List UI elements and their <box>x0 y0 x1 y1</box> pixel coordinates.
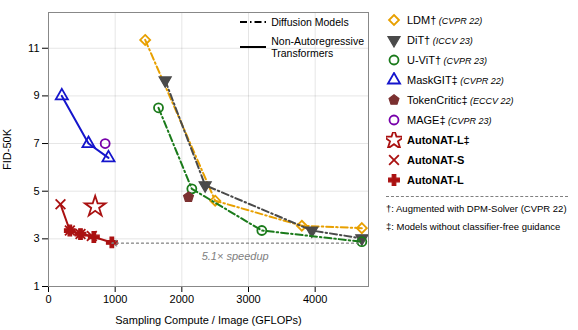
svg-text:3000: 3000 <box>236 293 260 305</box>
html-text:AutoNAT-S: AutoNAT-S <box>407 154 465 166</box>
html-text:LDM†(CVPR 22): LDM†(CVPR 22) <box>407 14 483 26</box>
svg-text:0: 0 <box>45 293 51 305</box>
svg-text:Sampling Compute / Image (GFLO: Sampling Compute / Image (GFLOPs) <box>115 314 301 326</box>
svg-text:9: 9 <box>33 89 39 101</box>
svg-text:FID-50K: FID-50K <box>1 128 13 170</box>
svg-text:1000: 1000 <box>103 293 127 305</box>
html-text:AutoNAT-L: AutoNAT-L <box>407 174 464 186</box>
html-text:MAGE‡(CVPR 23): MAGE‡(CVPR 23) <box>407 114 492 126</box>
svg-text:7: 7 <box>33 137 39 149</box>
html-text:Non-Autoregressive Transformer: Non-Autoregressive Transformers <box>271 34 364 60</box>
html-text:Diffusion Models: Diffusion Models <box>271 16 349 28</box>
html-text:TokenCritic‡(ECCV 22): TokenCritic‡(ECCV 22) <box>407 94 514 106</box>
html-text:AutoNAT-L‡: AutoNAT-L‡ <box>407 134 470 146</box>
html-text:†: Augmented with DPM-Solver (: †: Augmented with DPM-Solver (CVPR 22) <box>386 203 567 214</box>
svg-text:4000: 4000 <box>303 293 327 305</box>
svg-text:2000: 2000 <box>170 293 194 305</box>
svg-text:1: 1 <box>33 280 39 292</box>
svg-text:5: 5 <box>33 185 39 197</box>
html-text:DiT†(ICCV 23): DiT†(ICCV 23) <box>407 34 473 46</box>
html-text:MaskGIT‡(CVPR 22): MaskGIT‡(CVPR 22) <box>407 74 504 86</box>
svg-text:11: 11 <box>28 42 39 54</box>
svg-text:3: 3 <box>33 232 39 244</box>
svg-text:5.1× speedup: 5.1× speedup <box>202 250 269 262</box>
html-text:U-ViT†(CVPR 23): U-ViT†(CVPR 23) <box>407 54 487 66</box>
html-text:‡: Models without classifier-f: ‡: Models without classifier-free guidan… <box>386 220 561 232</box>
